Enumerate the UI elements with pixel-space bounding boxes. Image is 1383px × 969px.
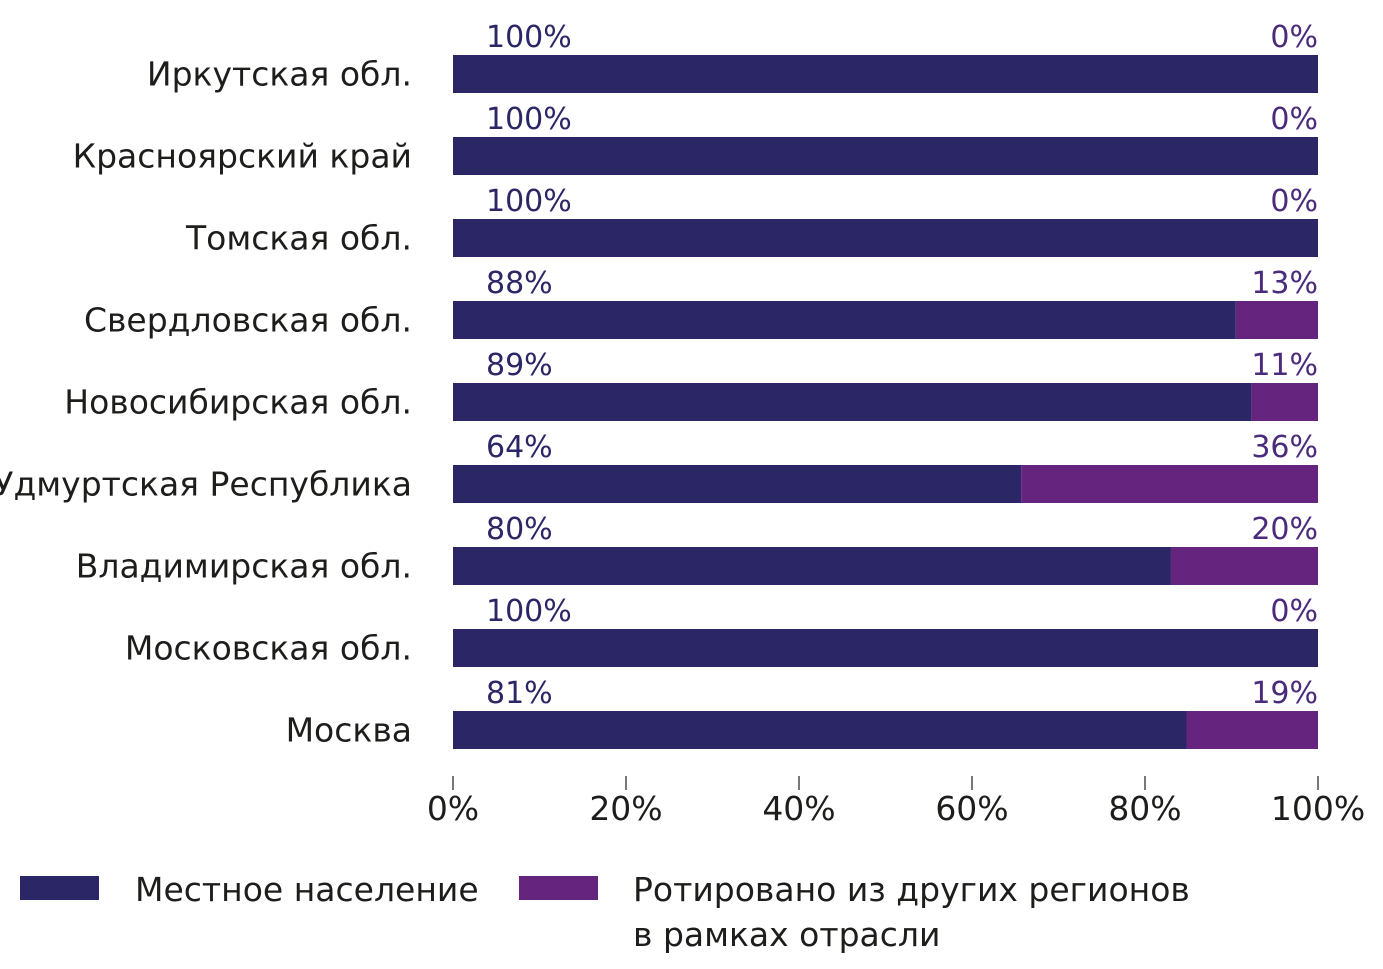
data-label-local: 88% [486, 266, 553, 301]
data-label-rotated: 0% [1270, 594, 1318, 629]
bar-segment-local [453, 383, 1252, 421]
x-axis-tick-label: 80% [1108, 789, 1181, 828]
bar-segment-rotated [1186, 711, 1318, 749]
data-label-local: 89% [486, 348, 553, 383]
x-axis-tick-label: 60% [935, 789, 1008, 828]
bar-segment-local [453, 137, 1318, 175]
legend-swatch-local [20, 876, 99, 900]
bar-segment-local [453, 465, 1022, 503]
bar-segment-local [453, 219, 1318, 257]
x-axis-tick-label: 0% [427, 789, 479, 828]
bar-segment-local [453, 55, 1318, 93]
data-label-local: 64% [486, 430, 553, 465]
bar-segment-rotated [1170, 547, 1318, 585]
bar-segment-rotated [1251, 383, 1318, 421]
data-label-rotated: 13% [1251, 266, 1318, 301]
data-label-local: 100% [486, 20, 572, 55]
category-label: Новосибирская обл. [64, 383, 412, 422]
data-label-rotated: 0% [1270, 102, 1318, 137]
category-label: Иркутская обл. [147, 55, 412, 94]
data-label-rotated: 20% [1251, 512, 1318, 547]
bar-segment-local [453, 711, 1187, 749]
category-label: Томская обл. [185, 219, 412, 258]
data-label-rotated: 11% [1251, 348, 1318, 383]
legend-label: в рамках отрасли [633, 915, 940, 954]
data-label-local: 100% [486, 594, 572, 629]
bar-segment-rotated [1021, 465, 1318, 503]
category-label: Удмуртская Республика [0, 465, 412, 504]
legend-label: Ротировано из других регионов [633, 870, 1190, 909]
x-axis-tick-label: 100% [1271, 789, 1365, 828]
data-label-rotated: 0% [1270, 184, 1318, 219]
category-label: Красноярский край [73, 137, 412, 176]
data-label-local: 100% [486, 184, 572, 219]
category-label: Владимирская обл. [76, 547, 412, 586]
x-axis-tick-label: 20% [589, 789, 662, 828]
category-label: Москва [286, 711, 412, 750]
data-label-rotated: 19% [1251, 676, 1318, 711]
x-axis-tick-label: 40% [762, 789, 835, 828]
legend-label: Местное население [135, 870, 479, 909]
category-label: Свердловская обл. [84, 301, 412, 340]
data-label-local: 100% [486, 102, 572, 137]
data-label-local: 80% [486, 512, 553, 547]
bar-segment-local [453, 301, 1236, 339]
legend-swatch-rotated [519, 876, 598, 900]
bar-segment-local [453, 547, 1171, 585]
category-label: Московская обл. [125, 629, 412, 668]
data-label-rotated: 0% [1270, 20, 1318, 55]
data-label-rotated: 36% [1251, 430, 1318, 465]
bar-segment-rotated [1235, 301, 1318, 339]
data-label-local: 81% [486, 676, 553, 711]
bar-segment-local [453, 629, 1318, 667]
